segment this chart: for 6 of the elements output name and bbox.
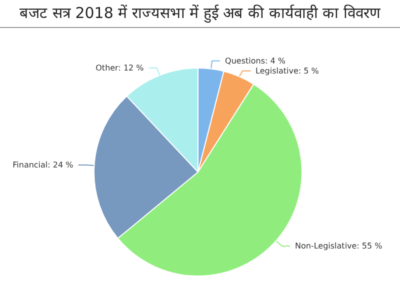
chart-title: बजट सत्र 2018 में राज्यसभा में हुई अब की कार्यवाही का विवरण: [0, 0, 400, 28]
slice-label: Financial: 24 %: [12, 160, 74, 170]
slice-label: Legislative: 5 %: [256, 66, 320, 76]
slice-label: Other: 12 %: [96, 63, 144, 72]
slice-label: Non-Legislative: 55 %: [295, 242, 383, 251]
slice-label: Questions: 4 %: [225, 56, 286, 66]
